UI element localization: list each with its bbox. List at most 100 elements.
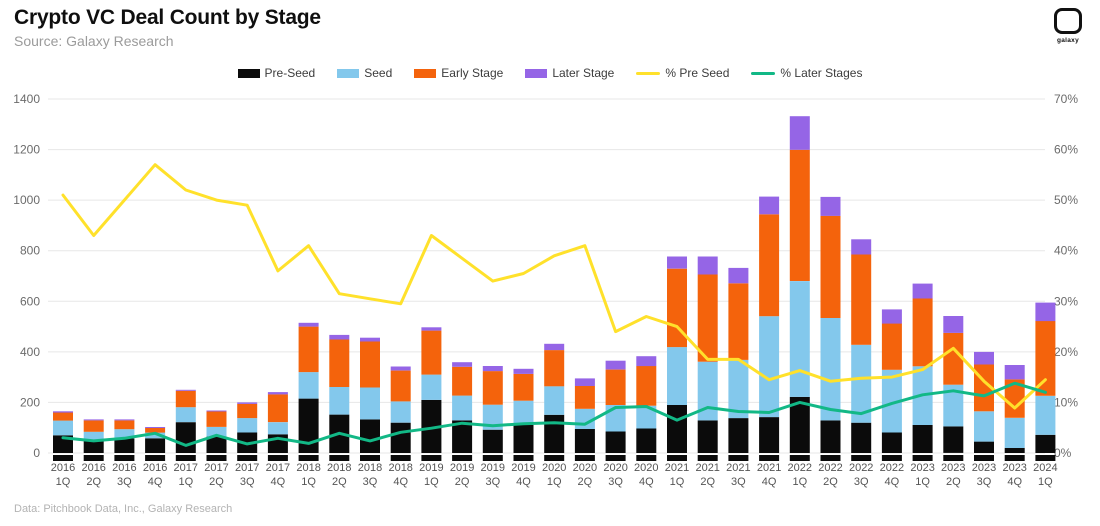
legend-swatch-icon xyxy=(414,68,437,78)
bar-segment-seed xyxy=(83,431,104,440)
y-axis-left-label: 1200 xyxy=(13,143,40,157)
x-axis-label: 2019 4Q xyxy=(511,462,535,488)
bar-segment-later-stage xyxy=(267,392,288,395)
bar-segment-pre-seed xyxy=(912,424,933,453)
x-axis-label: 2022 1Q xyxy=(788,462,812,488)
x-axis-tick-dash xyxy=(175,455,196,461)
page-title: Crypto VC Deal Count by Stage xyxy=(14,6,321,29)
bar-segment-pre-seed xyxy=(452,420,473,453)
x-axis-label: 2017 1Q xyxy=(174,462,198,488)
x-axis-tick-dash xyxy=(759,455,780,461)
x-axis-label: 2023 2Q xyxy=(941,462,965,488)
x-axis-tick-dash xyxy=(206,455,227,461)
bar-segment-later-stage xyxy=(881,309,902,324)
x-axis-label: 2016 1Q xyxy=(51,462,75,488)
bar-segment-pre-seed xyxy=(298,398,319,453)
bar-segment-early-stage xyxy=(421,330,442,375)
bar-segment-pre-seed xyxy=(974,441,994,453)
legend-swatch-icon xyxy=(525,68,548,78)
bar-segment-later-stage xyxy=(175,389,196,391)
bar-segment-early-stage xyxy=(482,371,503,405)
bar-segment-later-stage xyxy=(114,419,135,421)
bar-segment-pre-seed xyxy=(482,429,503,453)
x-axis-tick-dash xyxy=(114,455,135,461)
x-axis-label: 2017 2Q xyxy=(204,462,228,488)
bar-segment-pre-seed xyxy=(1035,434,1056,453)
data-source-note: Data: Pitchbook Data, Inc., Galaxy Resea… xyxy=(14,503,233,515)
bar-segment-seed xyxy=(881,369,902,433)
x-axis-tick-dash xyxy=(390,455,411,461)
x-axis-tick-dash xyxy=(636,455,657,461)
x-axis-tick-dash xyxy=(544,455,565,461)
bar-segment-later-stage xyxy=(53,411,73,413)
bar-segment-early-stage xyxy=(759,214,780,317)
-later-stages-line xyxy=(61,381,1047,447)
x-axis-label: 2023 3Q xyxy=(972,462,996,488)
bar-segment-pre-seed xyxy=(114,438,135,453)
legend-item--pre-seed: % Pre Seed xyxy=(636,66,729,80)
bar-segment-later-stage xyxy=(912,283,933,299)
y-axis-left-label: 1400 xyxy=(13,92,40,106)
bar-segment-seed xyxy=(206,427,227,437)
x-axis-tick-dash xyxy=(1004,455,1025,461)
x-axis-label: 2018 2Q xyxy=(327,462,351,488)
x-axis-label: 2019 1Q xyxy=(419,462,443,488)
bar-segment-later-stage xyxy=(452,362,473,367)
y-axis-left-label: 800 xyxy=(20,244,40,258)
x-axis-tick-dash xyxy=(697,455,718,461)
bar-segment-later-stage xyxy=(789,116,810,150)
bar-segment-early-stage xyxy=(728,283,749,360)
x-axis-tick-dash xyxy=(145,455,166,461)
bar-segment-early-stage xyxy=(360,341,380,388)
y-axis-right-label: 0% xyxy=(1054,446,1072,460)
x-axis-tick-dash xyxy=(513,455,534,461)
x-axis-label: 2019 2Q xyxy=(450,462,474,488)
bar-segment-early-stage xyxy=(820,215,841,318)
x-axis-label: 2021 2Q xyxy=(695,462,719,488)
bar-segment-early-stage xyxy=(912,298,933,367)
x-axis-label: 2023 4Q xyxy=(1002,462,1026,488)
bar-segment-pre-seed xyxy=(881,432,902,453)
bar-segment-later-stage xyxy=(145,427,166,428)
bar-segment-later-stage xyxy=(360,337,380,342)
x-axis-label: 2016 3Q xyxy=(112,462,136,488)
bar-segment-later-stage xyxy=(697,256,718,275)
bar-segment-early-stage xyxy=(605,369,626,405)
x-axis-tick-dash xyxy=(237,455,258,461)
x-axis-label: 2018 1Q xyxy=(296,462,320,488)
x-axis-label: 2020 2Q xyxy=(573,462,597,488)
bar-segment-pre-seed xyxy=(206,436,227,453)
bar-segment-early-stage xyxy=(574,386,595,409)
bar-segment-later-stage xyxy=(544,343,565,351)
x-axis-tick-dash xyxy=(943,455,964,461)
x-axis-tick-dash xyxy=(851,455,872,461)
bar-segment-seed xyxy=(1035,395,1056,435)
bar-segment-seed xyxy=(667,347,687,405)
bar-segment-pre-seed xyxy=(390,422,411,453)
legend-swatch-icon xyxy=(337,68,360,78)
y-axis-right-label: 50% xyxy=(1054,193,1078,207)
x-axis-tick-dash xyxy=(974,455,994,461)
bar-segment-early-stage xyxy=(175,390,196,408)
x-axis-tick-dash xyxy=(482,455,503,461)
x-axis-tick-dash xyxy=(789,455,810,461)
bar-segment-later-stage xyxy=(636,356,657,367)
x-axis-label: 2020 3Q xyxy=(603,462,627,488)
legend-item-pre-seed: Pre-Seed xyxy=(237,66,315,80)
bar-segment-pre-seed xyxy=(574,429,595,453)
x-axis-tick-dash xyxy=(605,455,626,461)
bar-segment-pre-seed xyxy=(513,424,534,453)
legend-item-later-stage: Later Stage xyxy=(525,66,614,80)
bar-segment-seed xyxy=(452,395,473,421)
y-axis-right-label: 10% xyxy=(1054,395,1078,409)
bar-segment-pre-seed xyxy=(943,426,964,453)
legend-label: Seed xyxy=(364,66,393,80)
bar-segment-seed xyxy=(851,344,872,423)
bar-segment-later-stage xyxy=(974,351,994,365)
bar-segment-seed xyxy=(728,359,749,419)
bar-segment-seed xyxy=(636,405,657,429)
bar-segment-early-stage xyxy=(697,274,718,362)
x-axis-tick-dash xyxy=(667,455,687,461)
x-axis-tick-dash xyxy=(1035,455,1056,461)
